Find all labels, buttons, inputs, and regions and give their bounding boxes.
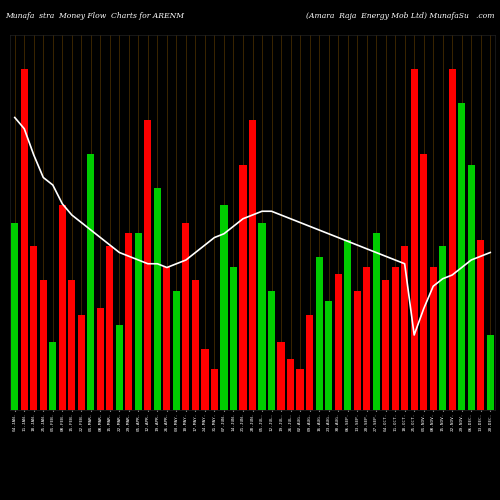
Bar <box>316 256 322 410</box>
Bar <box>410 69 418 410</box>
Bar <box>372 232 380 410</box>
Bar <box>382 280 389 410</box>
Bar <box>458 103 466 410</box>
Bar <box>78 314 85 410</box>
Bar <box>448 69 456 410</box>
Bar <box>477 240 484 410</box>
Bar <box>144 120 152 410</box>
Bar <box>173 290 180 410</box>
Bar <box>192 280 199 410</box>
Bar <box>287 359 294 410</box>
Bar <box>182 222 190 410</box>
Bar <box>40 280 47 410</box>
Bar <box>249 120 256 410</box>
Bar <box>58 206 66 410</box>
Bar <box>439 246 446 410</box>
Bar <box>20 69 28 410</box>
Text: (Amara  Raja  Energy Mob Ltd) MunafaSu   .com: (Amara Raja Energy Mob Ltd) MunafaSu .co… <box>306 12 495 20</box>
Bar <box>11 222 18 410</box>
Bar <box>116 325 123 410</box>
Bar <box>392 267 398 410</box>
Bar <box>401 246 408 410</box>
Bar <box>344 240 351 410</box>
Bar <box>486 335 494 410</box>
Bar <box>211 369 218 410</box>
Bar <box>354 290 360 410</box>
Bar <box>278 342 284 410</box>
Bar <box>420 154 427 410</box>
Bar <box>126 232 132 410</box>
Bar <box>106 246 114 410</box>
Bar <box>240 164 246 410</box>
Bar <box>258 222 266 410</box>
Bar <box>306 314 313 410</box>
Bar <box>164 267 170 410</box>
Bar <box>430 267 437 410</box>
Bar <box>154 188 161 410</box>
Bar <box>135 232 142 410</box>
Bar <box>230 267 237 410</box>
Bar <box>220 206 228 410</box>
Bar <box>202 348 208 410</box>
Bar <box>334 274 342 410</box>
Bar <box>97 308 104 410</box>
Bar <box>363 267 370 410</box>
Bar <box>325 301 332 410</box>
Bar <box>468 164 475 410</box>
Bar <box>68 280 76 410</box>
Text: Munafa  stra  Money Flow  Charts for ARENM: Munafa stra Money Flow Charts for ARENM <box>5 12 184 20</box>
Bar <box>49 342 56 410</box>
Bar <box>296 369 304 410</box>
Bar <box>30 246 38 410</box>
Bar <box>88 154 94 410</box>
Bar <box>268 290 275 410</box>
